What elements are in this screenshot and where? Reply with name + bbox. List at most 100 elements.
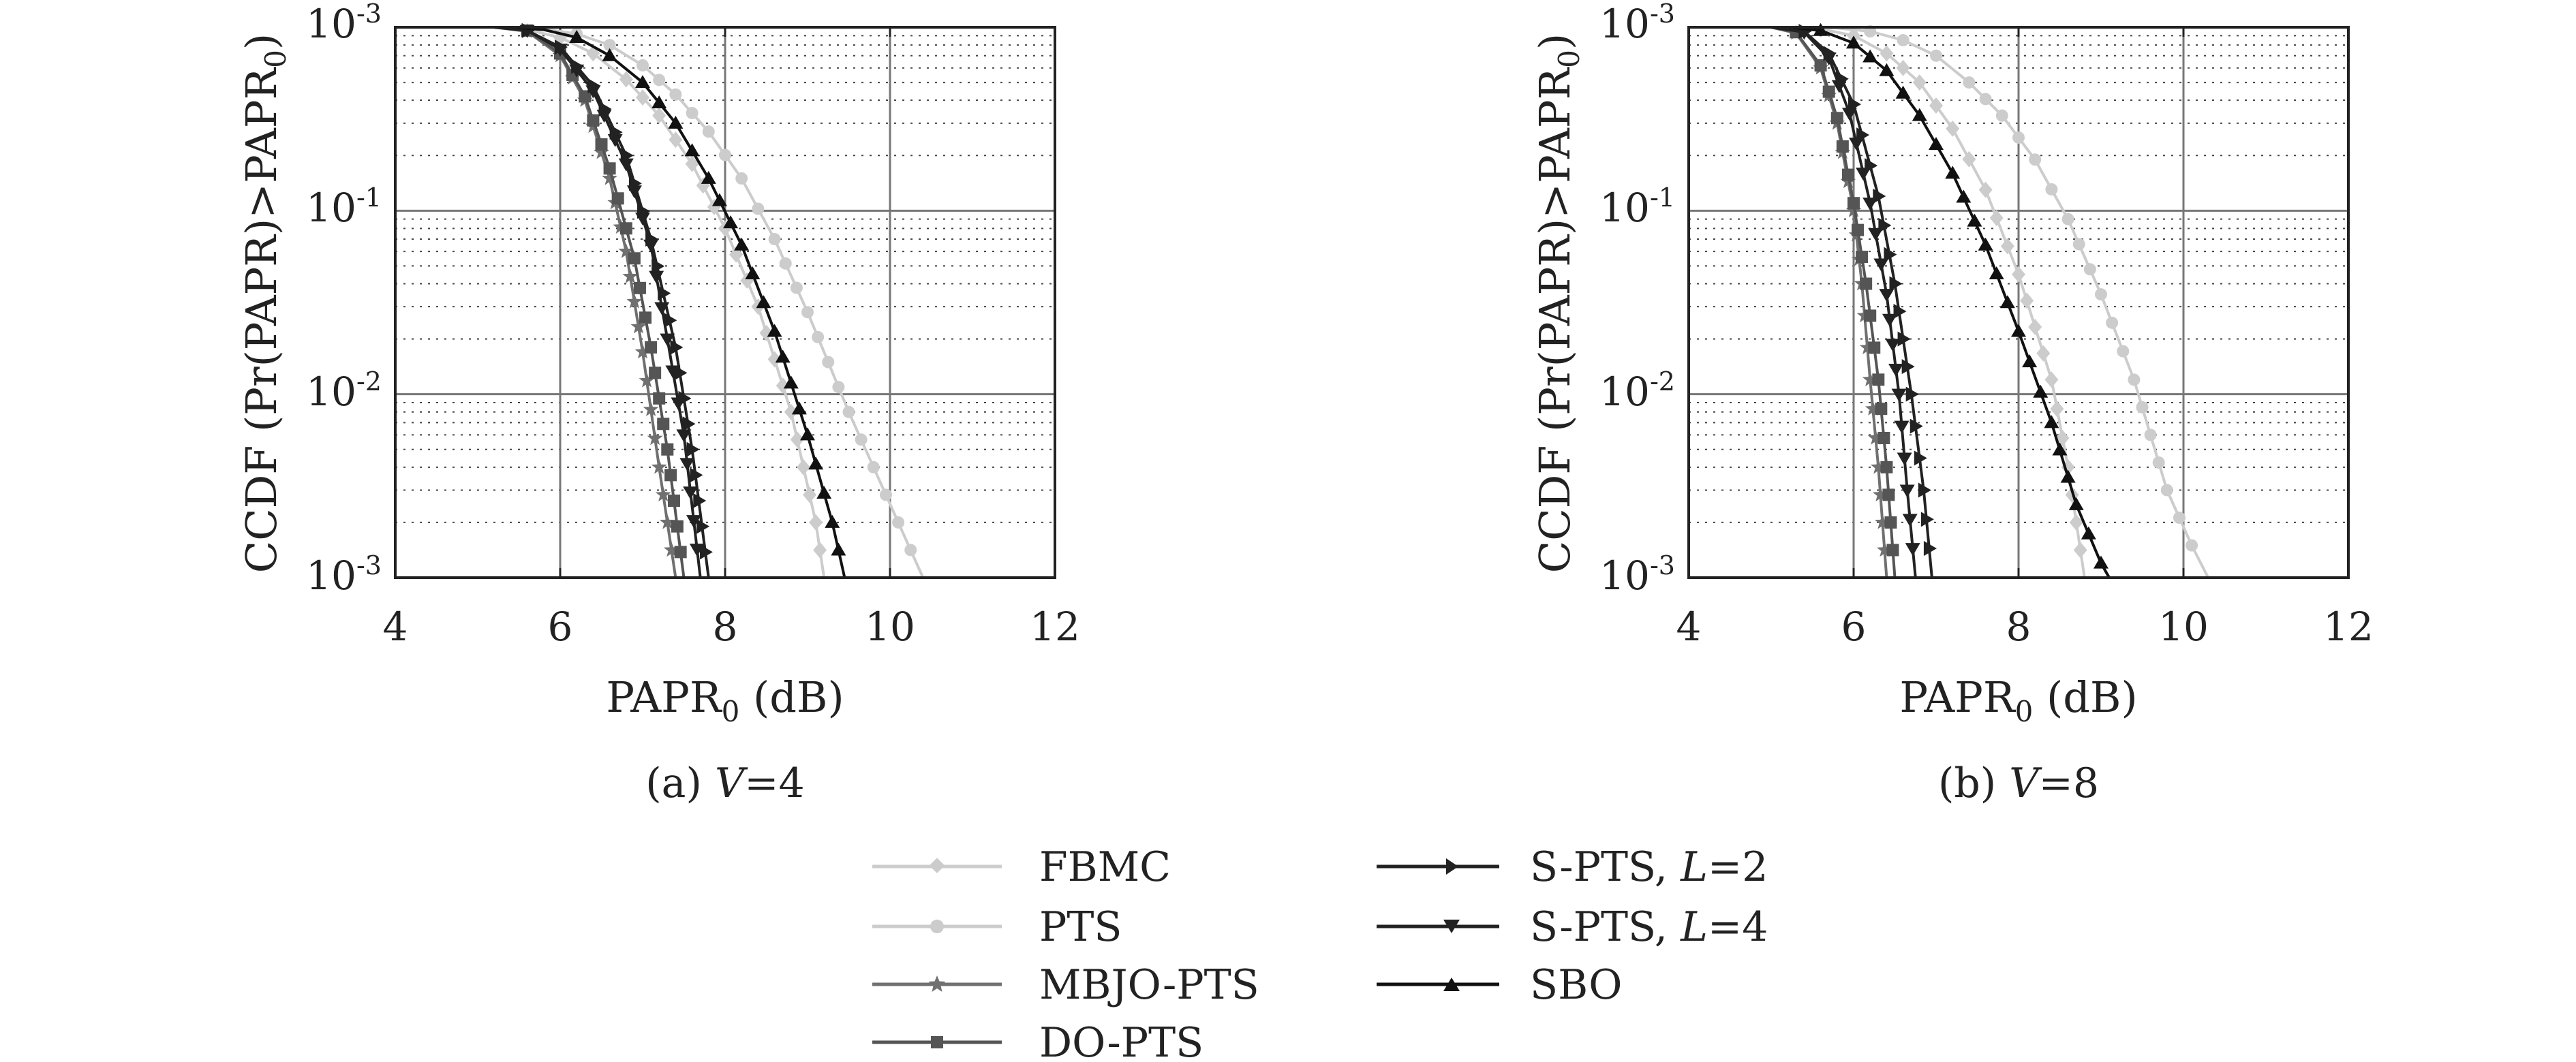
- data-point: [671, 397, 686, 411]
- data-point: [2173, 512, 2186, 525]
- data-point: [1868, 341, 1881, 354]
- legend-label-mbjo-pts: MBJO-PTS: [1039, 961, 1259, 1009]
- data-point: [702, 125, 715, 138]
- data-point: [682, 416, 696, 432]
- data-point: [686, 515, 702, 529]
- data-point: [2012, 266, 2025, 283]
- data-point: [611, 192, 624, 205]
- data-point: [622, 268, 639, 283]
- data-point: [1886, 544, 1899, 557]
- series-do-pts: [395, 24, 687, 578]
- data-point: [842, 405, 855, 418]
- data-point: [752, 202, 765, 215]
- chart-a: 10-3 10-1 10-2 10-3 4 6 8 10 12 PAPR0 (d…: [236, 0, 1080, 807]
- data-point: [1864, 309, 1877, 322]
- legend-label-s-pts-l2: S-PTS, L=2: [1530, 843, 1768, 891]
- data-point: [2095, 288, 2107, 301]
- series-mbjo-pts: [1689, 25, 1892, 578]
- data-point: [665, 365, 681, 379]
- data-point: [801, 306, 814, 319]
- series-line-mbjo-pts: [1689, 26, 1888, 578]
- data-point: [734, 237, 750, 251]
- data-point: [2081, 526, 2096, 540]
- data-point: [669, 88, 682, 101]
- data-point: [1813, 22, 1828, 36]
- data-point: [711, 193, 727, 206]
- data-point: [667, 495, 680, 507]
- data-point: [1872, 373, 1885, 386]
- data-point: [645, 341, 658, 354]
- data-point: [822, 356, 835, 369]
- data-point: [1956, 189, 1972, 203]
- data-point: [1872, 486, 1888, 502]
- series-line-sbo: [395, 26, 846, 578]
- data-point: [759, 324, 773, 341]
- y-tick-label: 10-3: [306, 550, 382, 599]
- data-point: [904, 544, 917, 557]
- data-point: [735, 172, 748, 185]
- legend-label-do-pts: DO-PTS: [1039, 1019, 1203, 1062]
- x-tick-label: 12: [2323, 604, 2374, 650]
- data-point: [674, 546, 687, 559]
- data-point: [664, 469, 677, 482]
- data-point: [1893, 304, 1907, 319]
- data-point: [607, 134, 623, 147]
- data-point: [783, 375, 799, 389]
- data-point: [1867, 430, 1884, 445]
- data-point: [2186, 539, 2198, 552]
- data-point: [1877, 432, 1890, 445]
- y-axis-label: CCDF (Pr(PAPR)>PAPR0): [236, 33, 292, 574]
- legend-marker-do-pts: [931, 1036, 943, 1048]
- data-point: [1897, 34, 1910, 47]
- data-point: [1897, 331, 1911, 347]
- data-point: [1877, 542, 1892, 557]
- series-s-pts-l-2: [1689, 23, 1937, 578]
- series-group: [1689, 22, 2210, 578]
- data-point: [701, 170, 716, 184]
- data-point: [1822, 85, 1835, 98]
- x-tick-label: 6: [1841, 604, 1867, 650]
- y-axis-label: CCDF (Pr(PAPR)>PAPR0): [1530, 33, 1586, 574]
- series-line-do-pts: [395, 26, 686, 578]
- legend-item-pts: PTS: [872, 903, 1122, 951]
- data-point: [2128, 373, 2141, 386]
- data-point: [2106, 316, 2119, 329]
- data-point: [1882, 313, 1897, 327]
- data-point: [1846, 35, 1861, 49]
- data-point: [652, 107, 666, 124]
- data-point: [1862, 371, 1878, 386]
- data-point: [813, 542, 827, 559]
- data-point: [686, 106, 699, 119]
- data-point: [1995, 109, 2008, 122]
- data-point: [596, 110, 612, 123]
- x-tick-label: 8: [2006, 604, 2031, 650]
- y-tick-label: 10-1: [306, 183, 382, 231]
- data-point: [664, 313, 677, 328]
- data-point: [1880, 460, 1893, 473]
- y-tick-label: 10-3: [1599, 0, 1675, 47]
- data-point: [775, 349, 791, 363]
- data-point: [1885, 339, 1901, 352]
- data-point: [1888, 364, 1904, 377]
- data-point: [2036, 345, 2051, 362]
- x-axis-label: PAPR0 (dB): [606, 672, 844, 728]
- legend-item-s-pts-l4: S-PTS, L=4: [1377, 903, 1768, 951]
- data-point: [2069, 514, 2083, 531]
- data-point: [643, 239, 659, 253]
- series-do-pts: [1689, 26, 1899, 578]
- x-tick-label: 10: [865, 604, 915, 650]
- data-point: [653, 392, 666, 405]
- data-point: [630, 318, 647, 334]
- data-point: [1923, 541, 1937, 557]
- data-point: [756, 295, 771, 309]
- x-tick-label: 10: [2158, 604, 2209, 650]
- data-point: [1849, 138, 1865, 151]
- data-point: [1967, 213, 1982, 227]
- data-point: [1989, 210, 2004, 227]
- data-point: [619, 222, 632, 235]
- data-point: [1862, 198, 1878, 211]
- data-point: [2033, 384, 2049, 398]
- legend-marker-s-pts-l4: [1443, 920, 1460, 933]
- data-point: [1978, 181, 1993, 198]
- data-point: [603, 39, 616, 52]
